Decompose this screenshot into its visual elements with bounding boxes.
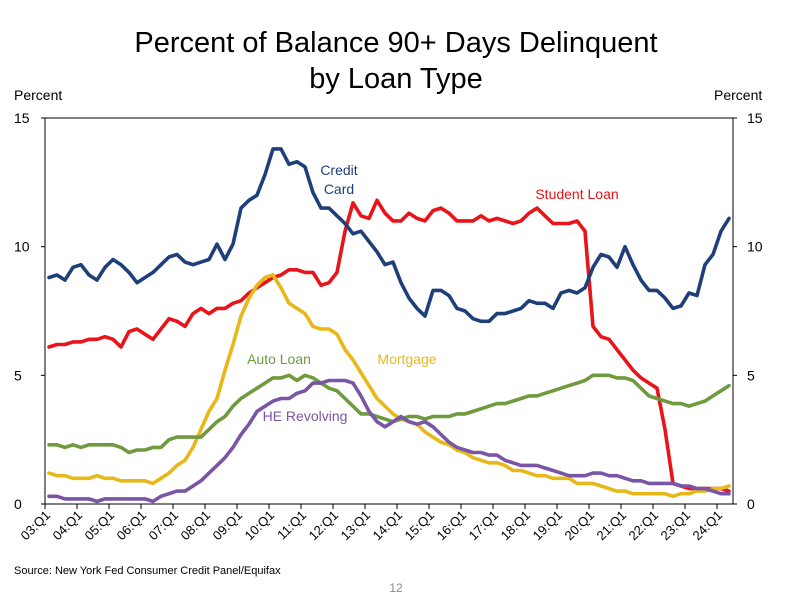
plot-area — [44, 117, 734, 505]
right-axis-unit: Percent — [714, 87, 762, 103]
page-number: 12 — [389, 581, 403, 593]
series-line-he-revolving — [47, 378, 731, 504]
x-tick-label: 20:Q1 — [561, 508, 597, 544]
x-tick-label: 07:Q1 — [145, 508, 181, 544]
x-axis-ticks: 03:Q104:Q105:Q106:Q107:Q108:Q109:Q110:Q1… — [17, 504, 725, 543]
x-tick-label: 18:Q1 — [497, 508, 533, 544]
series-line-credit-card — [47, 147, 731, 324]
x-tick-label: 15:Q1 — [401, 508, 437, 544]
y-axis-ticks: 0 0 5 5 10 10 15 15 — [14, 110, 763, 512]
series-line-student-loan — [47, 198, 731, 493]
y-tick-label-left: 5 — [14, 367, 22, 383]
x-tick-label: 16:Q1 — [433, 508, 469, 544]
x-tick-label: 05:Q1 — [81, 508, 117, 544]
x-tick-label: 04:Q1 — [49, 508, 85, 544]
x-tick-label: 17:Q1 — [465, 508, 501, 544]
series-line-mortgage — [47, 273, 731, 499]
x-tick-label: 13:Q1 — [337, 508, 373, 544]
y-tick-label-right: 15 — [747, 110, 763, 126]
x-tick-label: 11:Q1 — [274, 508, 309, 543]
x-tick-label: 08:Q1 — [177, 508, 213, 544]
series-labels: Credit Card Student Loan Mortgage Auto Loan H… — [247, 162, 619, 424]
x-tick-label: 10:Q1 — [241, 508, 277, 544]
y-tick-label-right: 0 — [747, 496, 755, 512]
y-tick-label-left: 15 — [14, 110, 30, 126]
series-label-auto-loan: Auto Loan — [247, 351, 311, 367]
x-tick-label: 22:Q1 — [625, 508, 661, 544]
x-tick-label: 21:Q1 — [593, 508, 629, 544]
series-label-credit-card: Card — [324, 181, 354, 197]
y-tick-label-right: 5 — [747, 367, 755, 383]
x-tick-label: 24:Q1 — [689, 508, 725, 544]
x-tick-label: 09:Q1 — [209, 508, 245, 544]
series-lines — [47, 147, 731, 504]
series-line-auto-loan — [47, 373, 731, 455]
x-tick-label: 12:Q1 — [305, 508, 341, 544]
x-tick-label: 23:Q1 — [657, 508, 693, 544]
series-label-mortgage: Mortgage — [377, 351, 436, 367]
series-label-credit-card: Credit — [320, 162, 357, 178]
y-tick-label-right: 10 — [747, 239, 763, 255]
y-tick-label-left: 10 — [14, 239, 30, 255]
series-label-he-revolving: HE Revolving — [263, 408, 348, 424]
x-tick-label: 14:Q1 — [369, 508, 405, 544]
x-tick-label: 03:Q1 — [17, 508, 53, 544]
chart-title-line-2: by Loan Type — [309, 63, 483, 95]
left-axis-unit: Percent — [14, 87, 62, 103]
y-tick-label-left: 0 — [14, 496, 22, 512]
series-label-student-loan: Student Loan — [535, 186, 618, 202]
source-note: Source: New York Fed Consumer Credit Pan… — [14, 565, 281, 577]
chart-title-line-1: Percent of Balance 90+ Days Delinquent — [134, 27, 657, 59]
x-tick-label: 19:Q1 — [529, 508, 565, 544]
x-tick-label: 06:Q1 — [113, 508, 149, 544]
